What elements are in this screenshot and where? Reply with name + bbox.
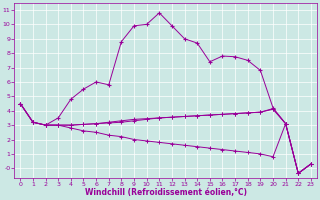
X-axis label: Windchill (Refroidissement éolien,°C): Windchill (Refroidissement éolien,°C) — [84, 188, 247, 197]
